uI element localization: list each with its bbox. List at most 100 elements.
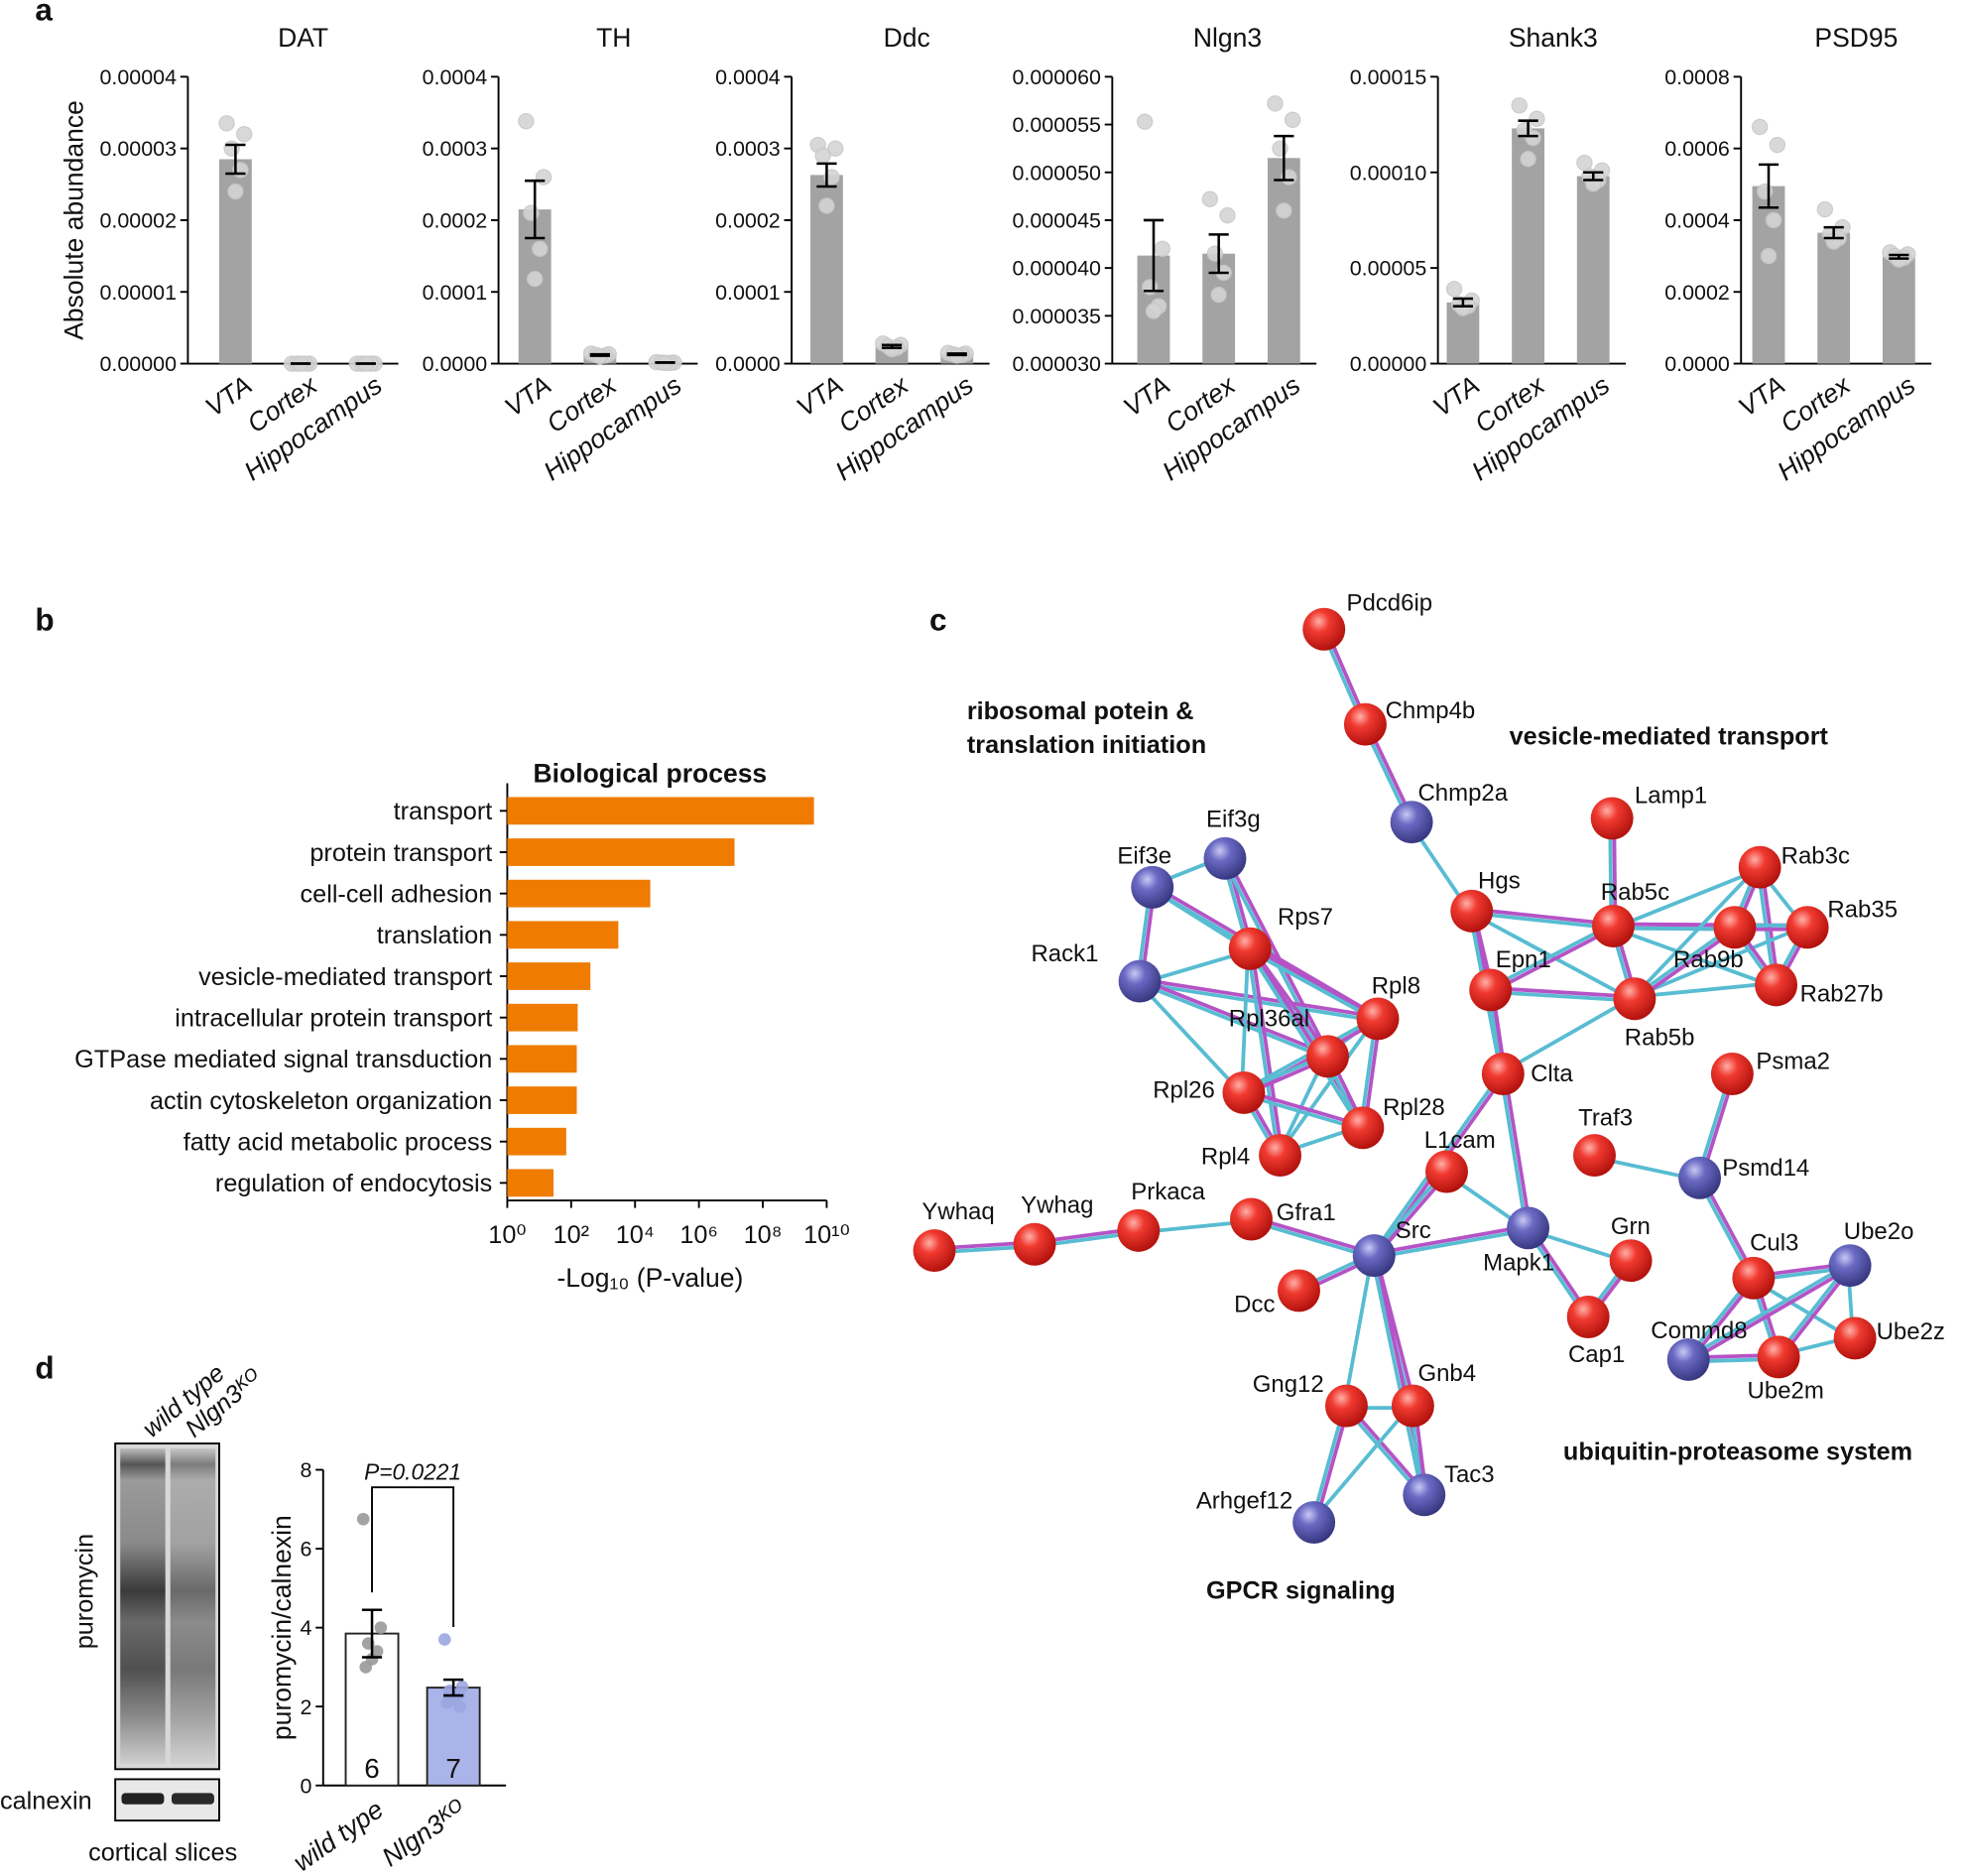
node-label: Rab3c: [1781, 842, 1850, 869]
network-edge: [1499, 1073, 1529, 1229]
network-edge: [1471, 907, 1614, 927]
data-point: [1511, 97, 1528, 114]
band-label: puromycin: [70, 1534, 98, 1649]
node-label: Gfra1: [1277, 1199, 1336, 1226]
y-tick-label: 0.00001: [99, 281, 177, 305]
node-label: Hgs: [1478, 868, 1521, 895]
data-point: [227, 183, 244, 200]
node-label: Ywhag: [1021, 1192, 1093, 1219]
y-tick-label: 0.0002: [1664, 281, 1730, 305]
data-point: [1142, 279, 1159, 296]
y-tick-label: GTPase mediated signal transduction: [74, 1046, 492, 1073]
data-point: [1751, 118, 1769, 136]
y-tick-label: 0.0002: [423, 209, 488, 233]
network-node: [1591, 905, 1635, 947]
network-edge: [1503, 1072, 1533, 1228]
node-label: Ywhaq: [921, 1198, 994, 1225]
network-node: [1732, 1256, 1776, 1300]
y-tick-label: 0.0006: [1664, 137, 1730, 161]
error-bar: [1143, 218, 1165, 293]
node-label: Chmp4b: [1386, 697, 1476, 724]
y-tick-label: translation: [377, 922, 493, 949]
y-tick-label: 0.00000: [99, 352, 177, 376]
y-tick-label: protein transport: [309, 839, 492, 867]
error-bar: [1583, 171, 1604, 182]
data-point: [1210, 286, 1227, 304]
panel-letter: b: [35, 601, 54, 637]
bar: [1752, 186, 1785, 364]
network-edge: [1137, 981, 1244, 1096]
y-tick-label: 0: [300, 1774, 311, 1798]
y-tick-label: 0.0004: [715, 65, 781, 89]
node-label: Ube2z: [1877, 1318, 1945, 1345]
data-point: [223, 140, 240, 157]
network-node: [1292, 1501, 1336, 1545]
node-label: Dcc: [1234, 1291, 1275, 1317]
node-label: Grn: [1611, 1213, 1651, 1240]
network-edge: [1501, 995, 1635, 1074]
band-label: calnexin: [0, 1788, 92, 1815]
chart-title: PSD95: [1814, 23, 1898, 53]
network-edge: [1633, 924, 1808, 999]
data-point: [814, 147, 831, 165]
node-label: Eif3e: [1117, 842, 1171, 869]
node-label: Src: [1396, 1217, 1431, 1244]
network-node: [1230, 1197, 1273, 1241]
y-tick-label: 0.0000: [1664, 352, 1730, 376]
node-label: Rack1: [1031, 940, 1098, 967]
y-tick-label: intracellular protein transport: [175, 1005, 492, 1033]
node-label: Tac3: [1444, 1461, 1495, 1488]
network-node: [1259, 1134, 1302, 1178]
y-tick-label: 0.0003: [715, 137, 781, 161]
error-bar: [1208, 233, 1229, 275]
node-label: Rpl8: [1372, 973, 1420, 1000]
y-tick-label: 0.00015: [1350, 65, 1427, 89]
error-bar: [589, 352, 610, 357]
bar: [1817, 232, 1851, 364]
y-tick-label: 0.000040: [1012, 257, 1101, 281]
data-point: [1445, 281, 1463, 298]
node-label: Arhgef12: [1196, 1488, 1292, 1515]
bar: [507, 879, 651, 908]
data-point: [1529, 110, 1545, 127]
node-label: Cul3: [1750, 1230, 1798, 1257]
network-edge: [1488, 923, 1614, 990]
network-node: [1352, 1234, 1396, 1278]
data-point: [827, 140, 844, 157]
y-tick-label: 2: [300, 1695, 311, 1719]
network-edge: [1613, 867, 1762, 931]
data-point: [437, 1633, 451, 1646]
bar: [507, 1127, 566, 1156]
chart-title: DAT: [278, 23, 328, 53]
data-point: [356, 1512, 370, 1526]
network-edge: [1240, 948, 1251, 1093]
error-bar: [1889, 253, 1909, 260]
bar: [507, 1169, 554, 1197]
node-label: Gng12: [1253, 1371, 1324, 1398]
error-bar: [1518, 119, 1538, 138]
node-label: L1cam: [1424, 1127, 1496, 1154]
error-bar: [1274, 134, 1294, 182]
data-point: [532, 240, 549, 258]
panel-letter: c: [929, 601, 947, 637]
data-point: [535, 169, 552, 186]
data-point: [453, 1699, 466, 1713]
network-edge: [1490, 990, 1635, 1003]
network-node: [1757, 1335, 1800, 1379]
network-edge: [1248, 948, 1378, 1023]
node-label: Pdcd6ip: [1346, 589, 1432, 616]
network-edge: [1138, 981, 1328, 1061]
panel-letter: a: [35, 0, 53, 28]
node-label: Lamp1: [1635, 783, 1707, 810]
network-node: [1469, 968, 1513, 1012]
node-label: Rab9b: [1673, 946, 1744, 973]
y-tick-label: 0.0003: [423, 137, 488, 161]
y-tick-label: vesicle-mediated transport: [198, 963, 492, 991]
node-label: Rab5b: [1625, 1024, 1695, 1051]
network-edge: [1634, 980, 1777, 999]
y-axis-label: Absolute abundance: [59, 100, 88, 340]
y-tick-label: 0.000050: [1012, 161, 1101, 185]
chart-title: TH: [596, 23, 631, 53]
significance-bracket: [371, 1486, 455, 1627]
y-tick-label: 0.0000: [423, 352, 488, 376]
